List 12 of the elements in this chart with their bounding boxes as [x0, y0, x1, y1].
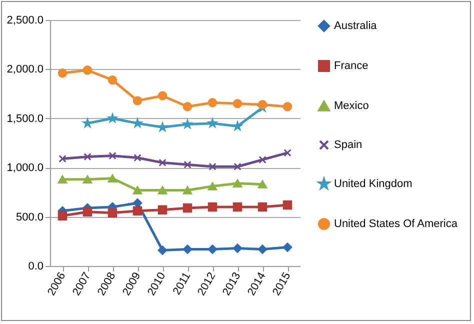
y-tick-label: 1,000.0 — [6, 162, 44, 174]
legend-label: Australia — [334, 20, 378, 32]
legend-label: United Kingdom — [334, 178, 412, 190]
legend-label: Mexico — [334, 100, 369, 112]
legend-label: France — [334, 60, 368, 72]
legend-label: Spain — [334, 139, 362, 151]
y-tick-label: 0.0 — [28, 260, 44, 272]
y-tick-label: 500.0 — [16, 211, 44, 224]
y-tick-label: 2,000.0 — [6, 64, 44, 76]
y-tick-label: 2,500.0 — [6, 14, 44, 26]
legend-label: United States Of America — [334, 218, 458, 230]
y-tick-label: 1,500.0 — [6, 112, 44, 125]
